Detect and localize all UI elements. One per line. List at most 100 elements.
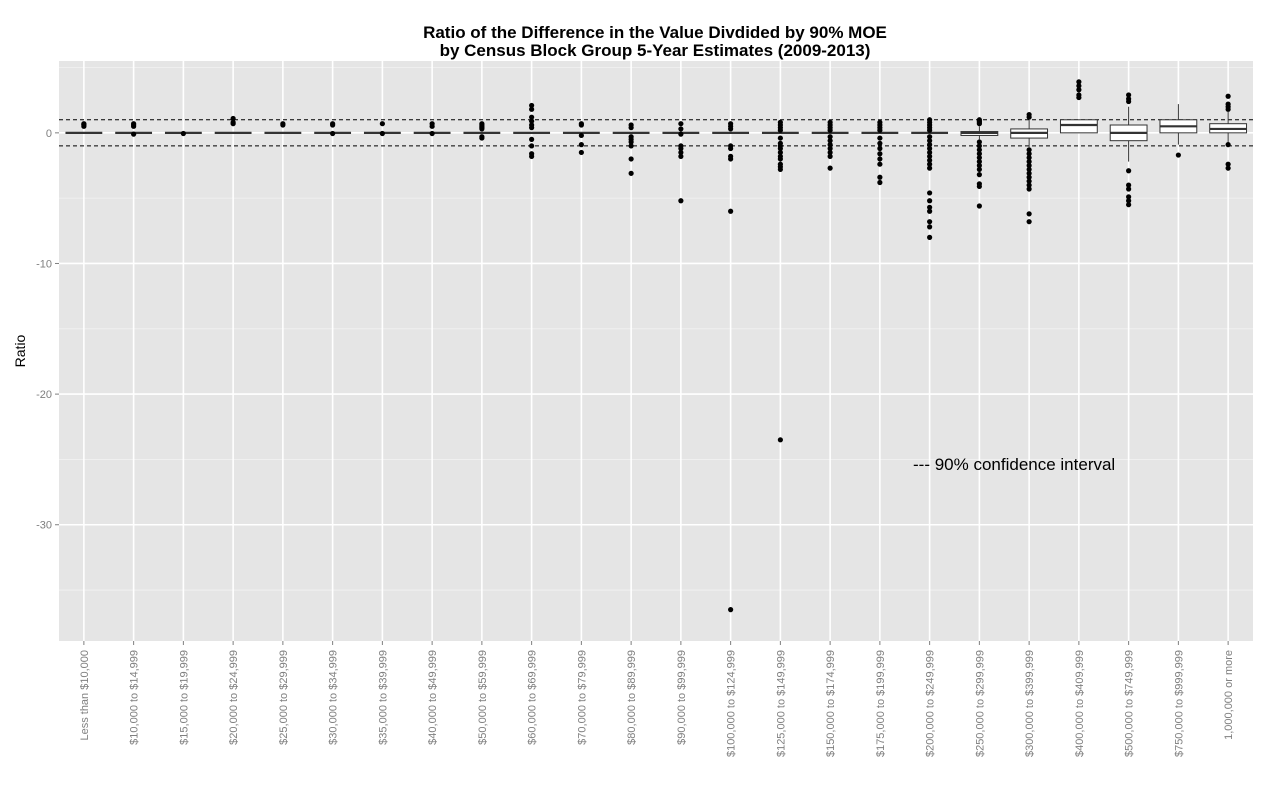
outlier-point: [479, 126, 485, 132]
y-tick-label: 0: [46, 128, 52, 140]
confidence-interval-annotation: --- 90% confidence interval: [913, 455, 1115, 474]
x-tick-label: $500,000 to $749,999: [1124, 650, 1136, 757]
outlier-point: [628, 156, 634, 162]
boxes: [65, 79, 1248, 613]
outlier-point: [728, 126, 734, 132]
y-tick-label: -30: [36, 520, 52, 532]
outlier-point: [379, 121, 385, 127]
y-tick-label: -10: [36, 258, 52, 270]
box-group: [960, 117, 999, 209]
outlier-point: [827, 165, 833, 171]
outlier-point: [877, 127, 883, 133]
x-tick-label: $10,000 to $14,999: [129, 650, 141, 745]
chart-title-line1: Ratio of the Difference in the Value Div…: [423, 23, 887, 42]
x-tick-label: $80,000 to $89,999: [626, 650, 638, 745]
outlier-point: [1126, 182, 1132, 188]
outlier-point: [1026, 186, 1032, 192]
box-group: [164, 130, 202, 137]
outlier-point: [976, 151, 982, 157]
outlier-point: [976, 183, 982, 190]
outlier-point: [1076, 94, 1082, 101]
outlier-point: [927, 149, 933, 156]
box-group: [761, 119, 799, 443]
y-tick-label: -20: [36, 389, 52, 401]
box-group: [612, 122, 650, 176]
outlier-point: [1026, 219, 1032, 225]
outlier-point: [1076, 83, 1082, 89]
outlier-point: [1126, 198, 1132, 204]
x-tick-label: $25,000 to $29,999: [278, 650, 290, 745]
outlier-point: [728, 145, 734, 152]
outlier-point: [1225, 142, 1231, 148]
outlier-point: [330, 122, 336, 128]
outlier-point: [230, 115, 236, 122]
outlier-point: [777, 166, 783, 173]
outlier-point: [877, 145, 883, 152]
x-tick-label: $300,000 to $399,999: [1024, 650, 1036, 757]
outlier-point: [877, 151, 883, 157]
outlier-point: [877, 179, 883, 186]
chart-title-line2: by Census Block Group 5-Year Estimates (…: [440, 41, 871, 60]
box-group: [513, 102, 551, 159]
outlier-point: [1026, 155, 1032, 161]
outlier-point: [1026, 114, 1032, 120]
box-group: [264, 121, 302, 134]
x-tick-label: 1,000,000 or more: [1223, 650, 1235, 740]
outlier-point: [1026, 178, 1032, 184]
outlier-point: [529, 125, 535, 131]
outlier-point: [1026, 151, 1032, 157]
outlier-point: [1126, 92, 1132, 98]
outlier-point: [777, 156, 783, 162]
outlier-point: [927, 127, 933, 133]
outlier-point: [777, 145, 783, 152]
box-group: [1209, 93, 1248, 171]
outlier-point: [927, 134, 933, 140]
x-tick-label: $30,000 to $34,999: [328, 650, 340, 745]
outlier-point: [1026, 166, 1032, 173]
box-group: [314, 121, 352, 137]
outlier-point: [827, 153, 833, 159]
outlier-point: [976, 155, 982, 161]
box-group: [1059, 79, 1098, 134]
x-tick-label: $60,000 to $69,999: [527, 650, 539, 745]
outlier-point: [578, 142, 584, 148]
outlier-point: [678, 126, 684, 132]
outlier-point: [728, 208, 734, 214]
outlier-point: [230, 119, 236, 125]
box-group: [811, 119, 849, 171]
outlier-point: [1126, 194, 1132, 200]
plot-panel: [59, 61, 1253, 641]
box-group: [712, 121, 750, 613]
outlier-point: [927, 153, 933, 159]
box-group: [1159, 104, 1198, 158]
x-tick-label: $70,000 to $79,999: [576, 650, 588, 745]
outlier-point: [927, 157, 933, 163]
box-group: [911, 117, 949, 240]
box-group: [65, 121, 103, 134]
outlier-point: [927, 204, 933, 210]
outlier-point: [628, 125, 634, 131]
box-group: [1010, 111, 1049, 225]
outlier-point: [628, 139, 634, 145]
outlier-point: [529, 102, 535, 109]
outlier-point: [678, 149, 684, 156]
outlier-point: [280, 122, 286, 128]
outlier-point: [578, 149, 584, 156]
outlier-point: [927, 198, 933, 204]
outlier-point: [777, 149, 783, 156]
outlier-point: [479, 135, 485, 141]
outlier-point: [927, 138, 933, 144]
outlier-point: [678, 198, 684, 204]
outlier-point: [529, 136, 535, 142]
box-group: [363, 121, 401, 137]
outlier-point: [827, 142, 833, 148]
confidence-interval-lines: [59, 119, 1253, 147]
outlier-point: [1126, 202, 1132, 208]
outlier-point: [877, 174, 883, 180]
outlier-point: [927, 161, 933, 167]
outlier-point: [827, 138, 833, 144]
outlier-point: [529, 118, 535, 124]
outlier-point: [927, 165, 933, 171]
outlier-point: [529, 153, 535, 159]
